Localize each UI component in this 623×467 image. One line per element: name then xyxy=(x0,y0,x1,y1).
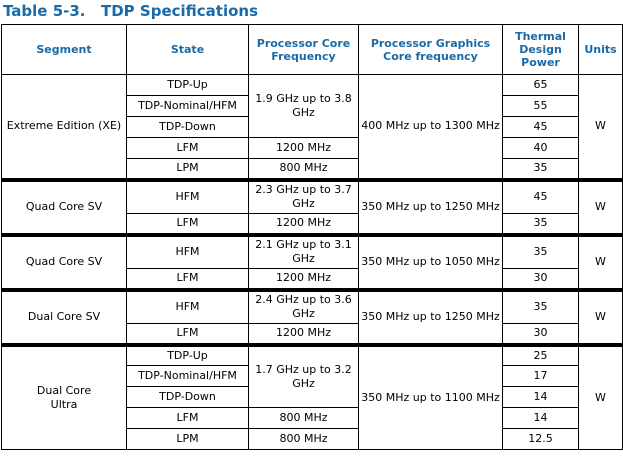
units-cell: W xyxy=(578,234,623,290)
table-group-extreme-edition: Extreme Edition (XE) TDP-Up 1.9 GHz up t… xyxy=(1,74,623,180)
table-group-quad-core-sv-45w: Quad Core SV HFM 2.3 GHz up to 3.7 GHz 3… xyxy=(1,179,623,235)
power-cell: 35 xyxy=(502,213,579,235)
header-segment: Segment xyxy=(1,24,127,75)
state-cell: HFM xyxy=(126,289,249,324)
state-cell: TDP-Nominal/HFM xyxy=(126,365,249,387)
power-cell: 45 xyxy=(502,116,579,138)
power-cell: 30 xyxy=(502,268,579,290)
power-cell: 35 xyxy=(502,289,579,324)
table-row: TDP-Down 14 xyxy=(2,386,623,408)
table-row: TDP-Nominal/HFM 17 xyxy=(2,365,623,387)
graphics-frequency-cell: 350 MHz up to 1250 MHz xyxy=(358,289,503,345)
state-cell: LFM xyxy=(126,323,249,345)
table-row: LPM 800 MHz 35 xyxy=(2,158,623,180)
core-frequency-cell: 2.1 GHz up to 3.1 GHz xyxy=(248,234,359,269)
power-cell: 40 xyxy=(502,137,579,159)
table-row: LPM 800 MHz 12.5 xyxy=(2,428,623,450)
table-row: Quad Core SV HFM 2.3 GHz up to 3.7 GHz 3… xyxy=(1,179,623,235)
header-thermal-design-power: Thermal Design Power xyxy=(502,24,579,75)
table-number: Table 5-3. xyxy=(3,2,86,20)
state-cell: HFM xyxy=(126,179,249,214)
table-row: Dual Core Ultra TDP-Up 1.7 GHz up to 3.2… xyxy=(1,344,623,450)
graphics-frequency-cell: 350 MHz up to 1100 MHz xyxy=(358,344,503,450)
table-group-dual-core-sv: Dual Core SV HFM 2.4 GHz up to 3.6 GHz 3… xyxy=(1,289,623,345)
power-cell: 55 xyxy=(502,95,579,117)
units-cell: W xyxy=(578,179,623,235)
state-cell: TDP-Down xyxy=(126,386,249,408)
core-frequency-cell: 2.4 GHz up to 3.6 GHz xyxy=(248,289,359,324)
power-cell: 45 xyxy=(502,179,579,214)
power-cell: 14 xyxy=(502,386,579,408)
core-frequency-cell: 2.3 GHz up to 3.7 GHz xyxy=(248,179,359,214)
state-cell: HFM xyxy=(126,234,249,269)
state-cell: TDP-Up xyxy=(126,74,249,96)
table-row: LFM 1200 MHz 30 xyxy=(2,268,623,290)
power-cell: 35 xyxy=(502,234,579,269)
units-cell: W xyxy=(578,344,623,450)
power-cell: 65 xyxy=(502,74,579,96)
table-row: LFM 1200 MHz 30 xyxy=(2,323,623,345)
power-cell: 25 xyxy=(502,344,579,366)
core-frequency-cell: 800 MHz xyxy=(248,428,359,450)
core-frequency-cell: 1200 MHz xyxy=(248,268,359,290)
power-cell: 30 xyxy=(502,323,579,345)
table-row: Dual Core SV HFM 2.4 GHz up to 3.6 GHz 3… xyxy=(1,289,623,345)
core-frequency-cell: 1.7 GHz up to 3.2 GHz xyxy=(248,344,359,408)
core-frequency-cell: 800 MHz xyxy=(248,407,359,429)
core-frequency-cell: 1200 MHz xyxy=(248,323,359,345)
units-cell: W xyxy=(578,289,623,345)
table-row: LFM 1200 MHz 35 xyxy=(2,213,623,235)
table-title: TDP Specifications xyxy=(101,2,259,20)
state-cell: LFM xyxy=(126,407,249,429)
header-units: Units xyxy=(578,24,623,75)
state-cell: TDP-Down xyxy=(126,116,249,138)
graphics-frequency-cell: 350 MHz up to 1250 MHz xyxy=(358,179,503,235)
state-cell: LFM xyxy=(126,268,249,290)
table-row: Extreme Edition (XE) TDP-Up 1.9 GHz up t… xyxy=(1,74,623,180)
core-frequency-cell: 1.9 GHz up to 3.8 GHz xyxy=(248,74,359,138)
state-cell: TDP-Nominal/HFM xyxy=(126,95,249,117)
state-cell: LPM xyxy=(126,428,249,450)
table-group-dual-core-ultra: Dual Core Ultra TDP-Up 1.7 GHz up to 3.2… xyxy=(1,344,623,450)
header-state: State xyxy=(126,24,249,75)
power-cell: 35 xyxy=(502,158,579,180)
graphics-frequency-cell: 400 MHz up to 1300 MHz xyxy=(358,74,503,180)
table-row: Quad Core SV HFM 2.1 GHz up to 3.1 GHz 3… xyxy=(1,234,623,290)
state-cell: TDP-Up xyxy=(126,344,249,366)
segment-cell: Dual Core SV xyxy=(1,289,127,345)
tdp-specifications-table: Segment State Processor Core Frequency P… xyxy=(1,24,623,450)
header-graphics-frequency: Processor Graphics Core frequency xyxy=(358,24,503,75)
units-cell: W xyxy=(578,74,623,180)
state-cell: LPM xyxy=(126,158,249,180)
core-frequency-cell: 1200 MHz xyxy=(248,137,359,159)
header-core-frequency: Processor Core Frequency xyxy=(248,24,359,75)
graphics-frequency-cell: 350 MHz up to 1050 MHz xyxy=(358,234,503,290)
table-group-quad-core-sv-35w: Quad Core SV HFM 2.1 GHz up to 3.1 GHz 3… xyxy=(1,234,623,290)
segment-cell: Quad Core SV xyxy=(1,234,127,290)
power-cell: 12.5 xyxy=(502,428,579,450)
state-cell: LFM xyxy=(126,213,249,235)
state-cell: LFM xyxy=(126,137,249,159)
core-frequency-cell: 1200 MHz xyxy=(248,213,359,235)
segment-cell: Extreme Edition (XE) xyxy=(1,74,127,180)
table-caption: Table 5-3. TDP Specifications xyxy=(3,1,258,21)
core-frequency-cell: 800 MHz xyxy=(248,158,359,180)
segment-cell: Dual Core Ultra xyxy=(1,344,127,450)
segment-cell: Quad Core SV xyxy=(1,179,127,235)
power-cell: 17 xyxy=(502,365,579,387)
power-cell: 14 xyxy=(502,407,579,429)
